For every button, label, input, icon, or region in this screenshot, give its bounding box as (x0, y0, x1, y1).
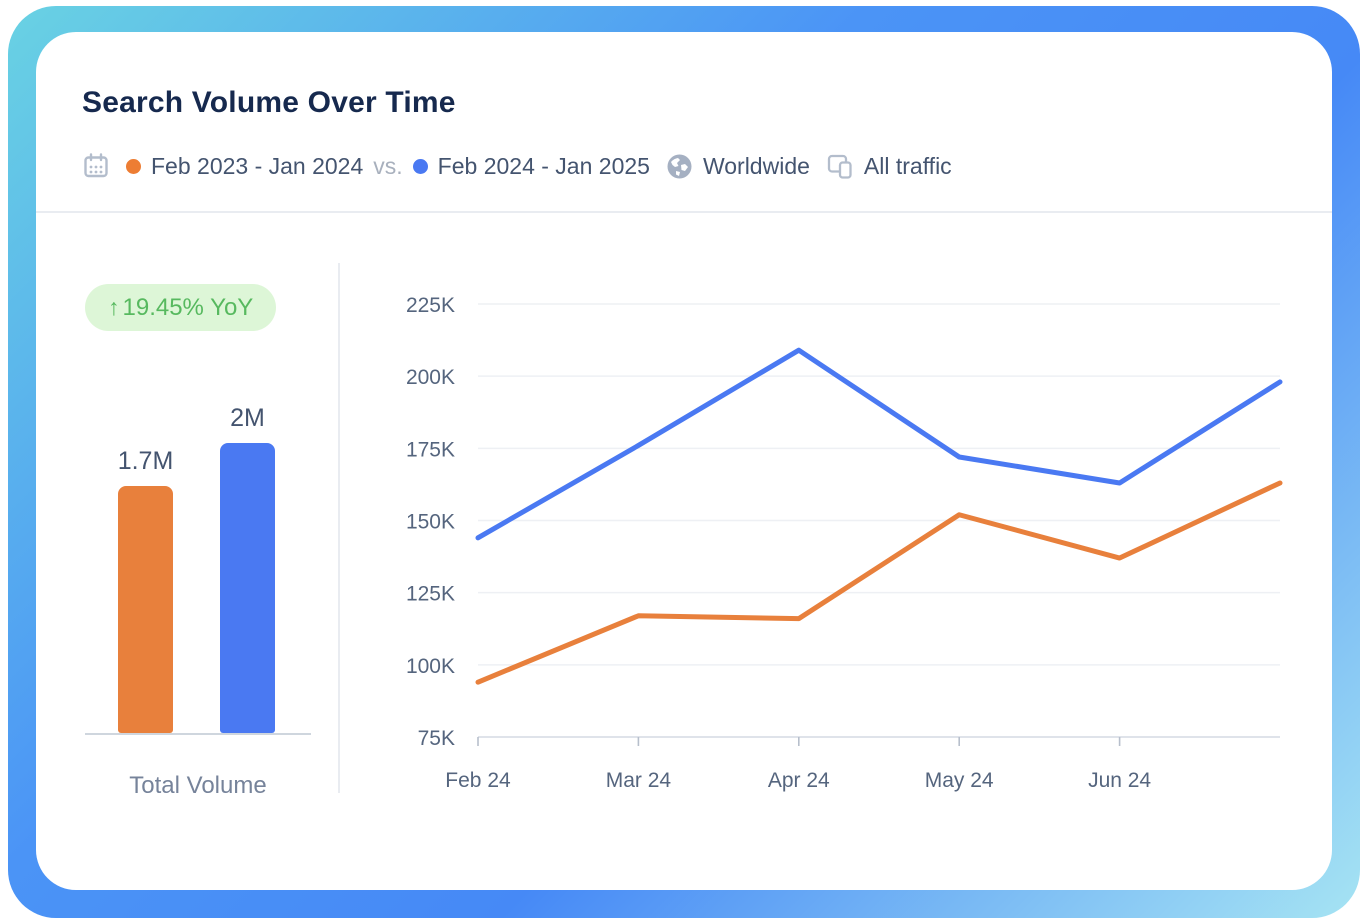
previous-period-label: Feb 2023 - Jan 2024 (151, 152, 364, 179)
chart-legend-row: Feb 2023 - Jan 2024 vs. Feb 2024 - Jan 2… (82, 149, 952, 183)
bar-value-label: 2M (230, 404, 265, 432)
region-label: Worldwide (702, 152, 810, 179)
y-axis-label: 150K (406, 511, 455, 534)
y-axis-label: 75K (418, 727, 455, 750)
panel-divider (338, 263, 340, 793)
y-axis-label: 100K (406, 655, 455, 678)
current-period-dot (412, 158, 428, 174)
y-axis-label: 200K (406, 366, 455, 389)
total-volume-label: Total Volume (129, 772, 267, 799)
total-volume-bar-previous[interactable] (118, 486, 173, 733)
current-period-label: Feb 2024 - Jan 2025 (437, 152, 650, 179)
total-volume-bar-chart: 1.7M 2M (85, 400, 311, 735)
yoy-change-value: 19.45% YoY (122, 293, 254, 321)
vs-label: vs. (373, 152, 403, 179)
x-axis-label: Feb 24 (445, 769, 511, 792)
previous-period-dot (126, 158, 141, 174)
y-axis-label: 225K (406, 294, 455, 317)
search-volume-card: Search Volume Over Time Feb 2023 - Jan 2… (36, 32, 1332, 890)
search-volume-line-chart: 225K 200K 175K 150K 125K 100K 75K Feb 24 Mar 24 A… (406, 294, 1283, 792)
calendar-icon (82, 152, 110, 180)
total-volume-bar-current[interactable] (220, 443, 275, 733)
globe-icon (666, 153, 693, 180)
line-series-previous[interactable] (475, 480, 1283, 685)
line-series-current[interactable] (475, 347, 1283, 541)
y-axis-label: 175K (406, 438, 455, 461)
bar-chart-baseline (85, 733, 311, 735)
x-axis-label: Jun 24 (1088, 769, 1151, 792)
yoy-change-badge: ↑ 19.45% YoY (85, 284, 277, 331)
header-divider (36, 211, 1332, 213)
x-axis-label: Mar 24 (606, 769, 672, 792)
y-axis-label: 125K (406, 583, 455, 606)
traffic-label: All traffic (863, 152, 952, 179)
x-axis-label: May 24 (925, 769, 994, 792)
bar-value-label: 1.7M (117, 447, 174, 475)
devices-icon (826, 152, 854, 180)
up-arrow-icon: ↑ (108, 294, 120, 320)
x-axis-label: Apr 24 (768, 769, 830, 792)
page-title: Search Volume Over Time (82, 86, 456, 119)
